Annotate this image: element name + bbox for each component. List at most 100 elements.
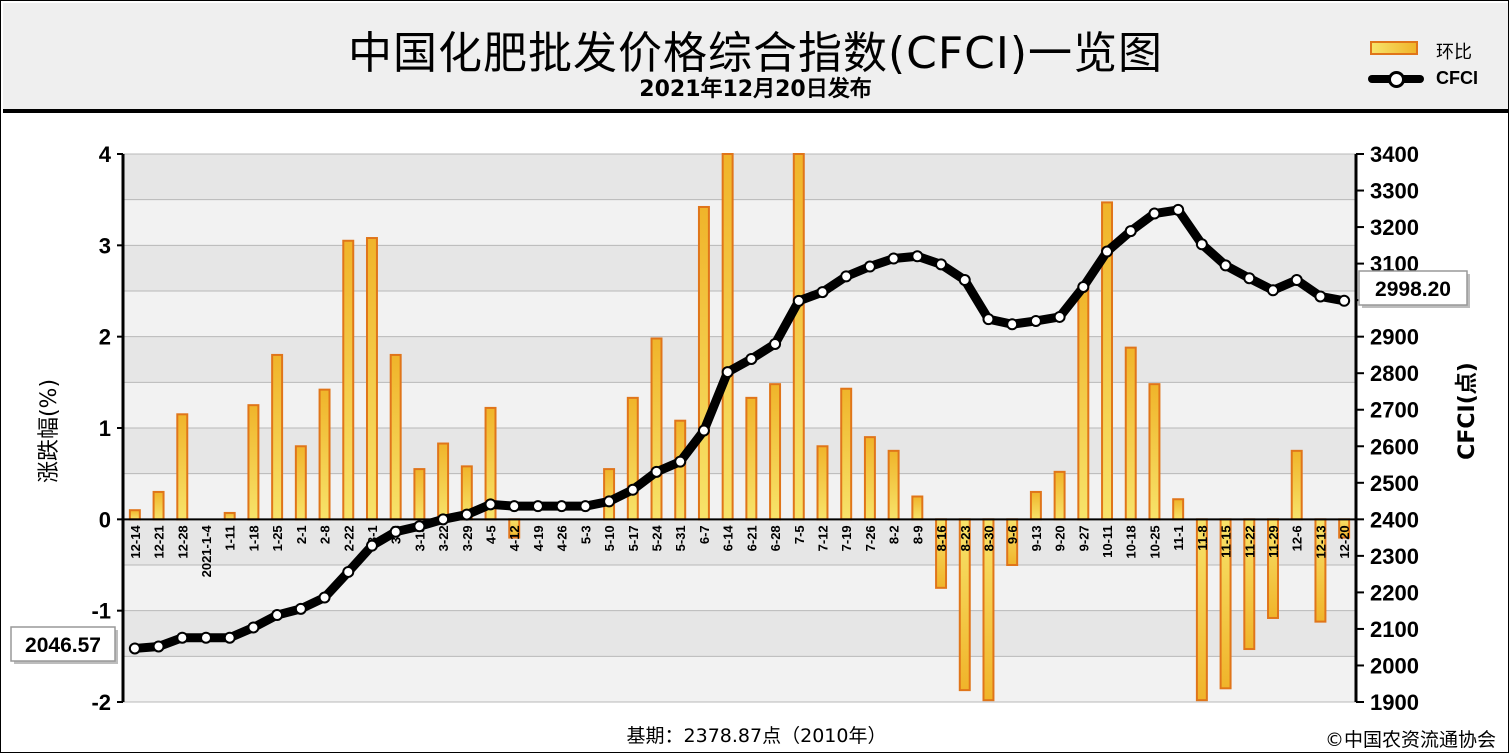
x-tick-label: 9-13 [1029, 525, 1044, 551]
grid-band [123, 199, 1356, 246]
bar-3-8 [389, 353, 402, 521]
bar-12-21 [152, 490, 165, 521]
cfci-point-4-26 [555, 500, 568, 513]
x-tick-label: 8-23 [958, 525, 973, 551]
y-right-tick-label: 2700 [1370, 398, 1419, 423]
cfci-point-4-19 [531, 500, 544, 513]
y-right-tick-label: 2800 [1370, 361, 1419, 386]
bar-7-12 [816, 445, 829, 521]
grid-band [123, 336, 1356, 383]
cfci-point-12-13 [1314, 290, 1327, 303]
axes: -2 -1 0 1 2 3 4 1900 2000 2100 2200 2300 2400 2500 260… [91, 142, 1419, 715]
cfci-point-11-15 [1219, 259, 1232, 272]
cfci-point-9-6 [1006, 318, 1019, 331]
cfci-point-7-26 [863, 260, 876, 273]
x-tick-label: 12-20 [1337, 525, 1352, 558]
cfci-point-10-18 [1124, 225, 1137, 238]
header: 中国化肥批发价格综合指数(CFCI)一览图 2021年12月20日发布 环比 C… [3, 3, 1508, 113]
cfci-point-12-20 [1338, 294, 1351, 307]
x-tick-label: 9-20 [1053, 525, 1068, 551]
bar-10-25 [1148, 383, 1161, 521]
cfci-point-3-1 [365, 539, 378, 552]
x-tick-label: 3-22 [436, 525, 451, 551]
cfci-point-2021-1-4 [199, 631, 212, 644]
y-right-tick-label: 2900 [1370, 325, 1419, 350]
grid [123, 153, 1356, 703]
grid-band [123, 473, 1356, 520]
x-tick-label: 10-25 [1147, 525, 1162, 558]
bar-7-19 [840, 387, 853, 521]
y-left-tick-label: 4 [99, 142, 112, 167]
x-tick-label: 2-1 [294, 525, 309, 544]
x-tick-label: 2-8 [318, 525, 333, 544]
cfci-point-9-13 [1029, 314, 1042, 327]
cfci-point-5-24 [650, 465, 663, 478]
x-tick-label: 2021-1-4 [199, 525, 214, 578]
bar-2-22 [342, 239, 355, 521]
cfci-point-5-17 [626, 483, 639, 496]
cfci-point-3-29 [460, 508, 473, 521]
copyright-note: ©中国农资流通协会 [1324, 729, 1496, 751]
bar-2-8 [318, 388, 331, 521]
x-tick-label: 8-16 [934, 525, 949, 551]
base-period-note: 基期：2378.87点（2010年） [626, 725, 887, 747]
line-series [128, 203, 1351, 655]
cfci-point-8-16 [935, 258, 948, 271]
cfci-point-11-29 [1267, 284, 1280, 297]
x-tick-label: 11-22 [1242, 525, 1257, 558]
x-tick-label: 8-30 [981, 525, 996, 551]
y-left-tick-label: 1 [99, 416, 111, 441]
y-right-tick-label: 1900 [1370, 690, 1419, 715]
cfci-point-1-25 [271, 609, 284, 622]
grid-band [123, 610, 1356, 657]
grid-band [123, 519, 1356, 565]
x-tick-label: 7-19 [839, 525, 854, 551]
bar-5-17 [626, 396, 639, 521]
cfci-point-6-21 [745, 352, 758, 365]
x-tick-label: 7-26 [863, 525, 878, 551]
y-right-tick-label: 2600 [1370, 434, 1419, 459]
x-tick-label: 4-26 [555, 525, 570, 551]
bar-1-18 [247, 404, 260, 521]
x-tick-label: 4-12 [507, 525, 522, 551]
cfci-point-6-7 [697, 424, 710, 437]
bar-8-2 [887, 449, 900, 521]
x-tick-label: 4-5 [484, 525, 499, 544]
cfci-point-10-25 [1148, 207, 1161, 220]
x-tick-label: 6-28 [768, 525, 783, 551]
x-tick-label: 12-14 [128, 525, 143, 559]
legend-bar-swatch [1370, 41, 1418, 55]
bar-8-9 [911, 495, 924, 521]
bar-3-1 [365, 237, 378, 521]
x-tick-label: 5-24 [650, 525, 665, 552]
x-tick-label: 5-17 [626, 525, 641, 551]
grid-band [123, 656, 1356, 702]
y-right-tick-label: 2100 [1370, 617, 1419, 642]
bar-3-22 [437, 442, 450, 521]
cfci-point-11-22 [1243, 272, 1256, 285]
x-tick-label: 3-29 [460, 525, 475, 551]
legend-item-bar: 环比 [1368, 37, 1508, 63]
bar-5-31 [674, 419, 687, 521]
cfci-point-6-14 [721, 366, 734, 379]
x-tick-label: 7-5 [792, 525, 807, 544]
x-tick-label: 6-14 [721, 525, 736, 552]
y-right-tick-label: 2500 [1370, 471, 1419, 496]
y-right-tick-label: 2300 [1370, 544, 1419, 569]
cfci-point-2-8 [318, 591, 331, 604]
callout-first-text: 2046.57 [25, 634, 101, 657]
bar-6-28 [769, 383, 782, 521]
bar-2-1 [294, 445, 307, 521]
cfci-point-9-20 [1053, 310, 1066, 323]
x-tick-label: 1-18 [246, 525, 261, 551]
x-tick-label: 11-15 [1219, 525, 1234, 558]
y-left-tick-label: -2 [91, 690, 111, 715]
bar-12-6 [1290, 449, 1303, 521]
cfci-line [130, 205, 1349, 653]
bar-11-1 [1172, 498, 1185, 521]
x-tick-label: 10-11 [1100, 525, 1115, 558]
bar-5-10 [603, 468, 616, 521]
y-left-tick-label: 2 [99, 325, 111, 350]
bar-9-13 [1029, 490, 1042, 521]
